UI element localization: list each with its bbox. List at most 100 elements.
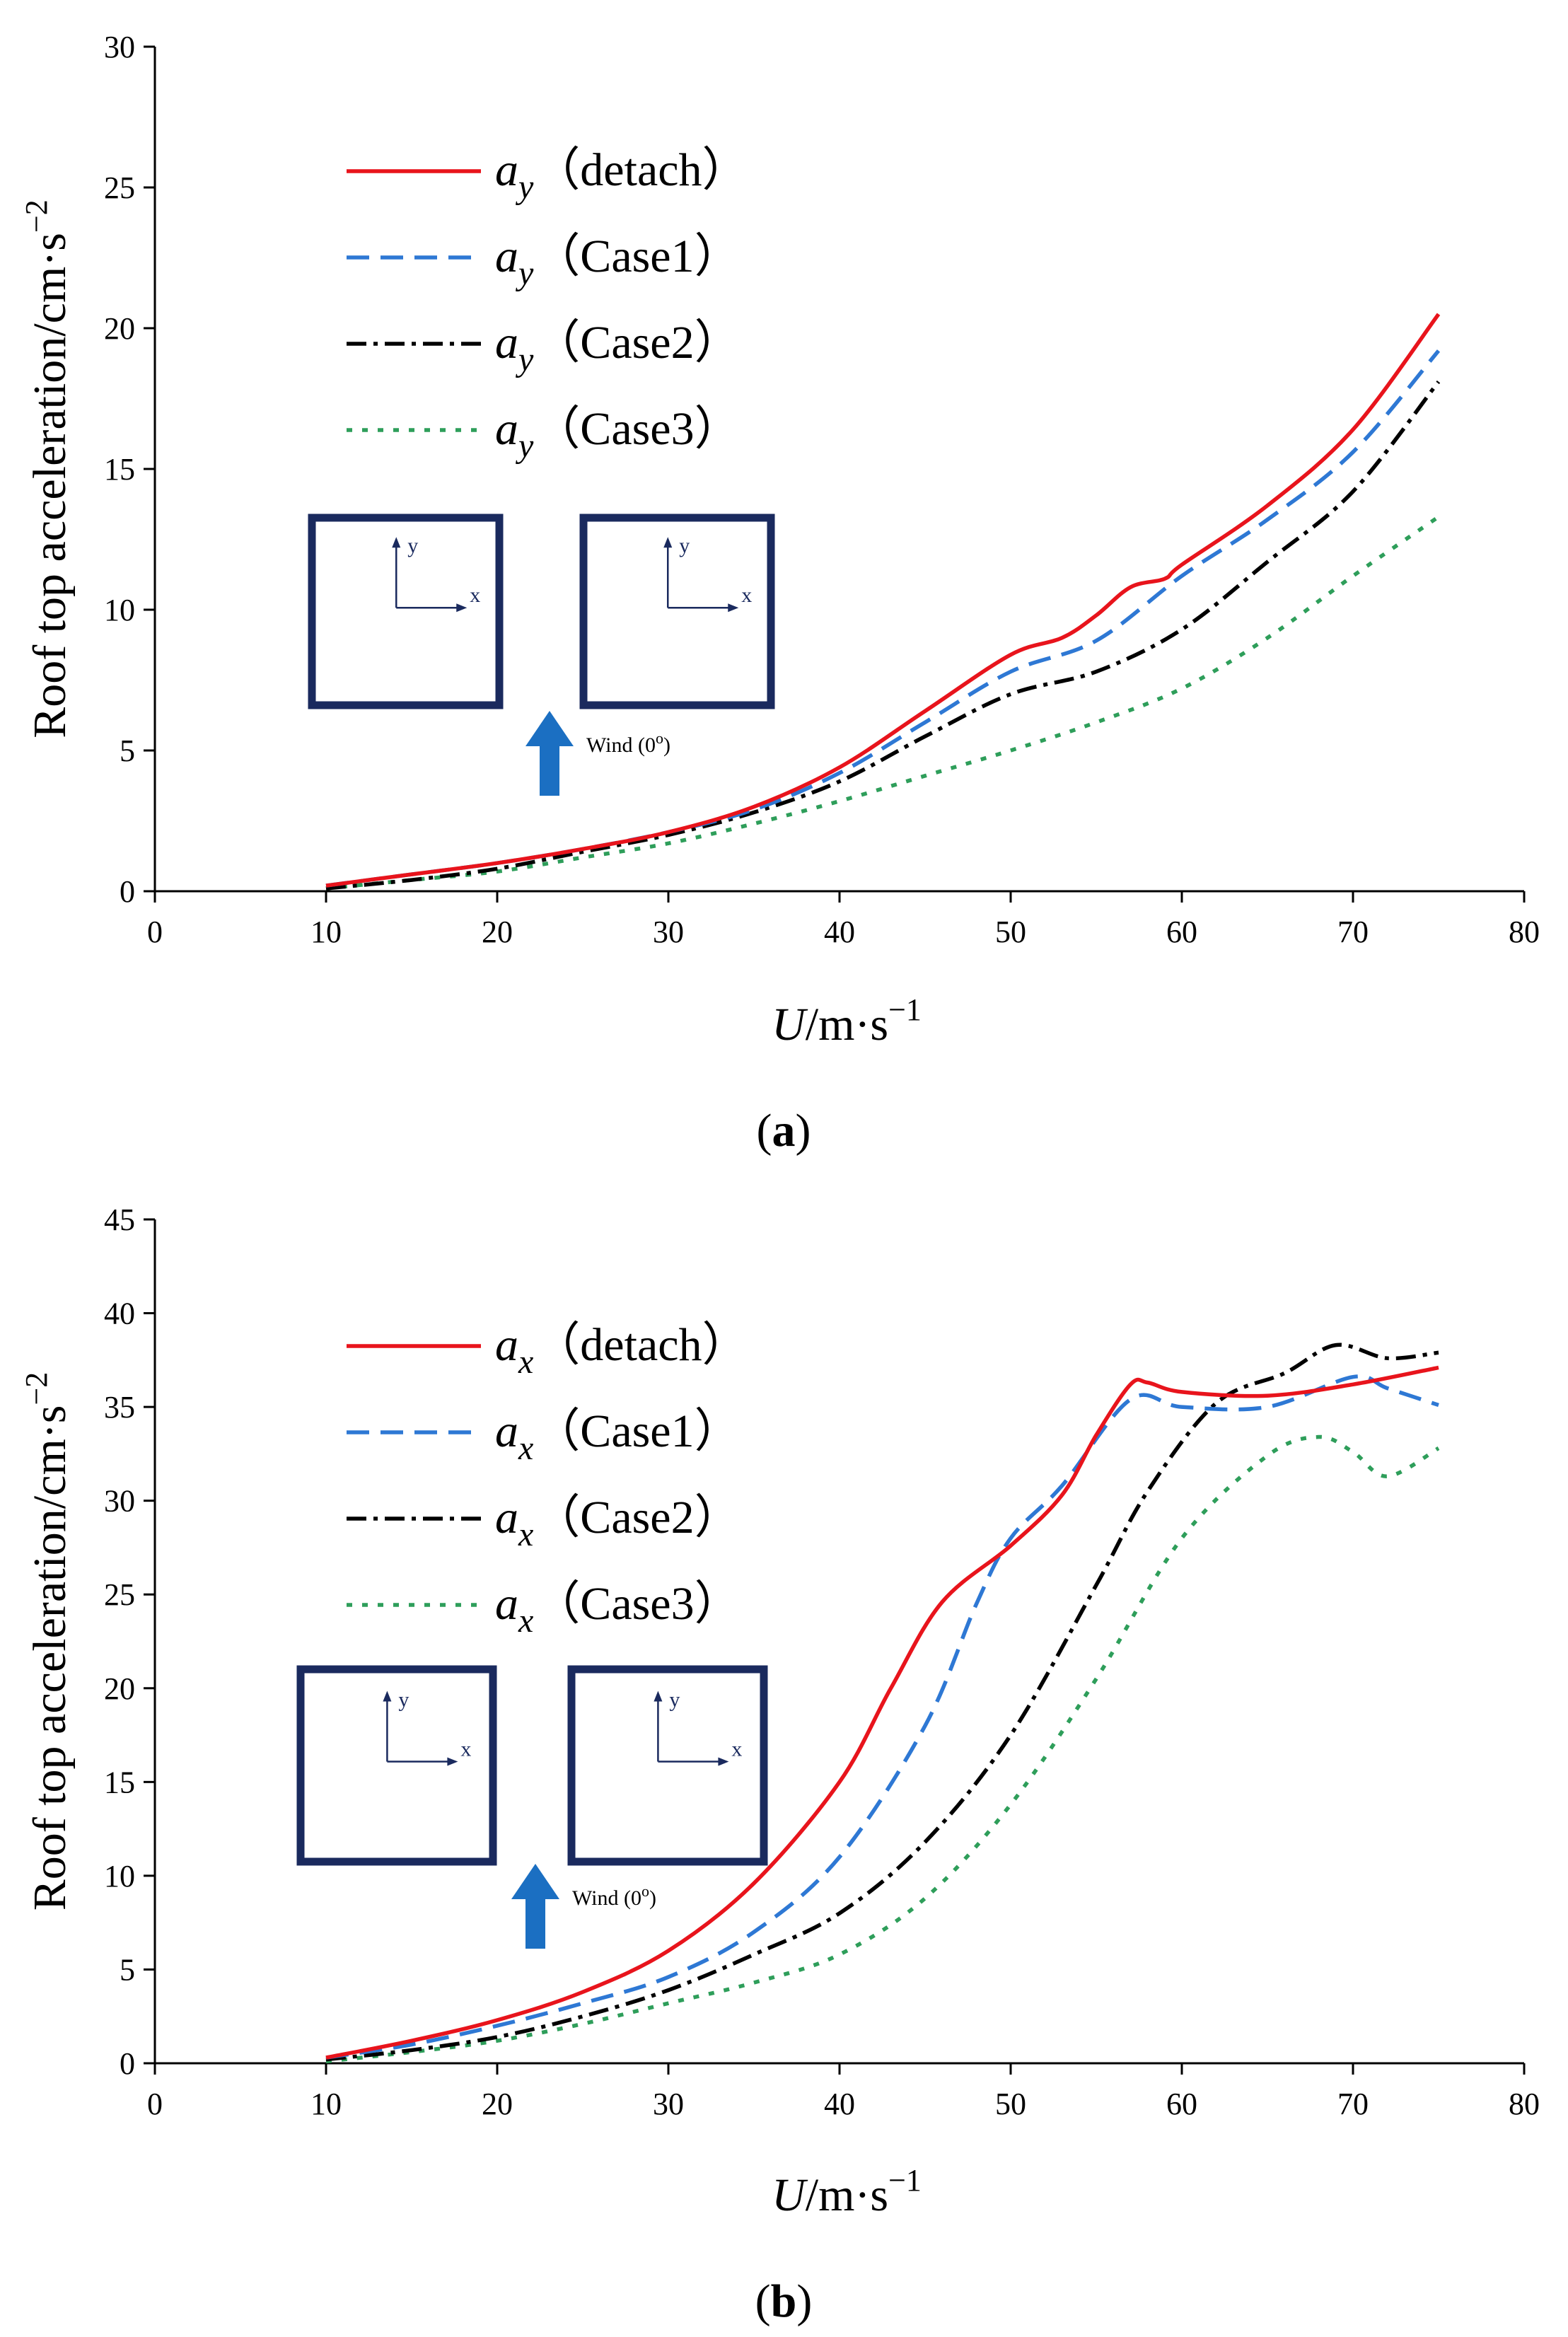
legend-var: a — [495, 403, 518, 455]
x-tick-label: 0 — [147, 2087, 163, 2121]
legend-label-3: ay（Case3） — [495, 403, 741, 465]
x-tick-label: 60 — [1166, 915, 1197, 949]
chart-panel-b: 0 10 20 30 40 50 60 70 80 0 5 10 15 20 25 30 35 40 45 Roof … — [19, 1202, 1540, 2327]
x-tick-label: 40 — [824, 915, 855, 949]
inset-x-arrow — [728, 603, 739, 613]
legend-case: （Case1） — [533, 1405, 741, 1457]
legend-case: （Case2） — [533, 317, 741, 369]
y-tick-label: 5 — [120, 1952, 135, 1987]
y-tick-label: 15 — [104, 452, 135, 487]
y-axis-title: Roof top acceleration/cm·s−2 — [19, 199, 76, 738]
legend-sub: x — [518, 1516, 533, 1553]
y-axis-title-exp: −2 — [19, 199, 54, 233]
legend-label-3: ax（Case3） — [495, 1578, 741, 1640]
legend: ax（detach）ax（Case1）ax（Case2）ax（Case3） — [347, 1319, 749, 1640]
x-axis-title: U/m·s−1 — [772, 2163, 922, 2221]
inset-y-label: y — [669, 1688, 680, 1712]
legend-case: （Case2） — [533, 1492, 741, 1543]
x-tick-label: 30 — [653, 2087, 684, 2121]
y-tick-label: 35 — [104, 1390, 135, 1425]
wind-label-text: Wind (0 — [572, 1886, 641, 1910]
legend-var: a — [495, 317, 518, 369]
inset-y-arrow — [383, 1691, 392, 1702]
legend-case: （Case3） — [533, 403, 741, 455]
y-tick-label: 20 — [104, 311, 135, 346]
panel-label: (a) — [757, 1105, 811, 1156]
wind-label-close: ) — [649, 1886, 656, 1910]
x-axis-title-var: U — [772, 999, 808, 1050]
x-tick-label: 20 — [482, 2087, 513, 2121]
inset-x-label: x — [731, 1738, 742, 1761]
inset-y-arrow — [392, 537, 401, 548]
x-tick-label: 70 — [1337, 2087, 1369, 2121]
panel-label-open: ( — [757, 1105, 772, 1156]
x-tick-label: 40 — [824, 2087, 855, 2121]
y-axis-title-text: Roof top acceleration/cm·s — [24, 1405, 76, 1911]
legend-sub: y — [515, 341, 534, 378]
y-tick-label: 25 — [104, 170, 135, 205]
legend-label-2: ax（Case2） — [495, 1492, 741, 1553]
inset-x-arrow — [718, 1757, 729, 1766]
chart-panel-a: 0 10 20 30 40 50 60 70 80 0 5 10 15 20 25 30 Roof top ac… — [19, 30, 1540, 1156]
y-tick-label: 40 — [104, 1297, 135, 1331]
y-tick-label: 20 — [104, 1671, 135, 1706]
series-line-0 — [325, 313, 1441, 888]
legend-label-0: ax（detach） — [495, 1319, 749, 1381]
inset-x-arrow — [447, 1757, 458, 1766]
panel-label-letter: a — [772, 1105, 796, 1156]
x-tick-label: 10 — [310, 2087, 342, 2121]
y-tick-label: 0 — [120, 2046, 135, 2081]
wind-label-sup: o — [641, 1882, 649, 1900]
panel-label: (b) — [755, 2275, 813, 2327]
x-tick-label: 80 — [1509, 915, 1540, 949]
inset-y-label: y — [398, 1688, 409, 1712]
x-axis-title-exp: −1 — [888, 2163, 922, 2198]
legend-var: a — [495, 231, 518, 282]
x-tick-label: 80 — [1509, 2087, 1540, 2121]
x-tick-label: 0 — [147, 915, 163, 949]
legend-label-1: ay（Case1） — [495, 231, 741, 292]
x-tick-label: 70 — [1337, 915, 1369, 949]
series-line-1 — [325, 349, 1441, 888]
x-tick-label: 20 — [482, 915, 513, 949]
y-tick-label: 10 — [104, 1859, 135, 1894]
wind-arrow-icon — [525, 711, 574, 796]
building-outline-0 — [296, 1665, 497, 1866]
legend-sub: y — [515, 427, 534, 465]
inset-diagram: y x y x Wind (0o) — [308, 514, 775, 796]
x-axis-title: U/m·s−1 — [772, 992, 922, 1050]
legend-label-2: ay（Case2） — [495, 317, 741, 378]
legend-var: a — [495, 1319, 518, 1371]
legend-var: a — [495, 1492, 518, 1543]
panel-label-close: ) — [796, 2275, 812, 2327]
x-axis-title-exp: −1 — [888, 992, 922, 1027]
legend-case: （Case3） — [533, 1578, 741, 1630]
x-tick-label: 60 — [1166, 2087, 1197, 2121]
legend-case: （Case1） — [533, 231, 741, 282]
series-line-0 — [325, 1365, 1439, 2060]
legend-case: （detach） — [533, 1319, 748, 1371]
x-tick-label: 50 — [995, 2087, 1026, 2121]
wind-label-text: Wind (0 — [586, 733, 656, 757]
wind-label-close: ) — [663, 733, 670, 757]
series-line-3 — [325, 515, 1440, 891]
legend-label-0: ay（detach） — [495, 144, 749, 206]
legend-sub: x — [518, 1602, 533, 1640]
wind-label-sup: o — [656, 729, 663, 747]
inset-y-arrow — [663, 537, 673, 548]
inset-x-label: x — [470, 584, 480, 607]
x-axis-title-unit: /m·s — [806, 999, 888, 1050]
y-tick-label: 25 — [104, 1577, 135, 1612]
inset-x-label: x — [741, 584, 752, 607]
y-tick-label: 45 — [104, 1202, 135, 1237]
y-axis-title-text: Roof top acceleration/cm·s — [24, 233, 76, 738]
wind-arrow-icon — [511, 1864, 559, 1949]
y-axis-title-exp: −2 — [19, 1372, 54, 1405]
legend-var: a — [495, 1578, 518, 1630]
legend-sub: y — [515, 168, 534, 206]
y-tick-label: 0 — [120, 874, 135, 909]
y-tick-label: 30 — [104, 1484, 135, 1519]
inset-y-label: y — [679, 534, 690, 557]
inset-x-arrow — [456, 603, 468, 613]
